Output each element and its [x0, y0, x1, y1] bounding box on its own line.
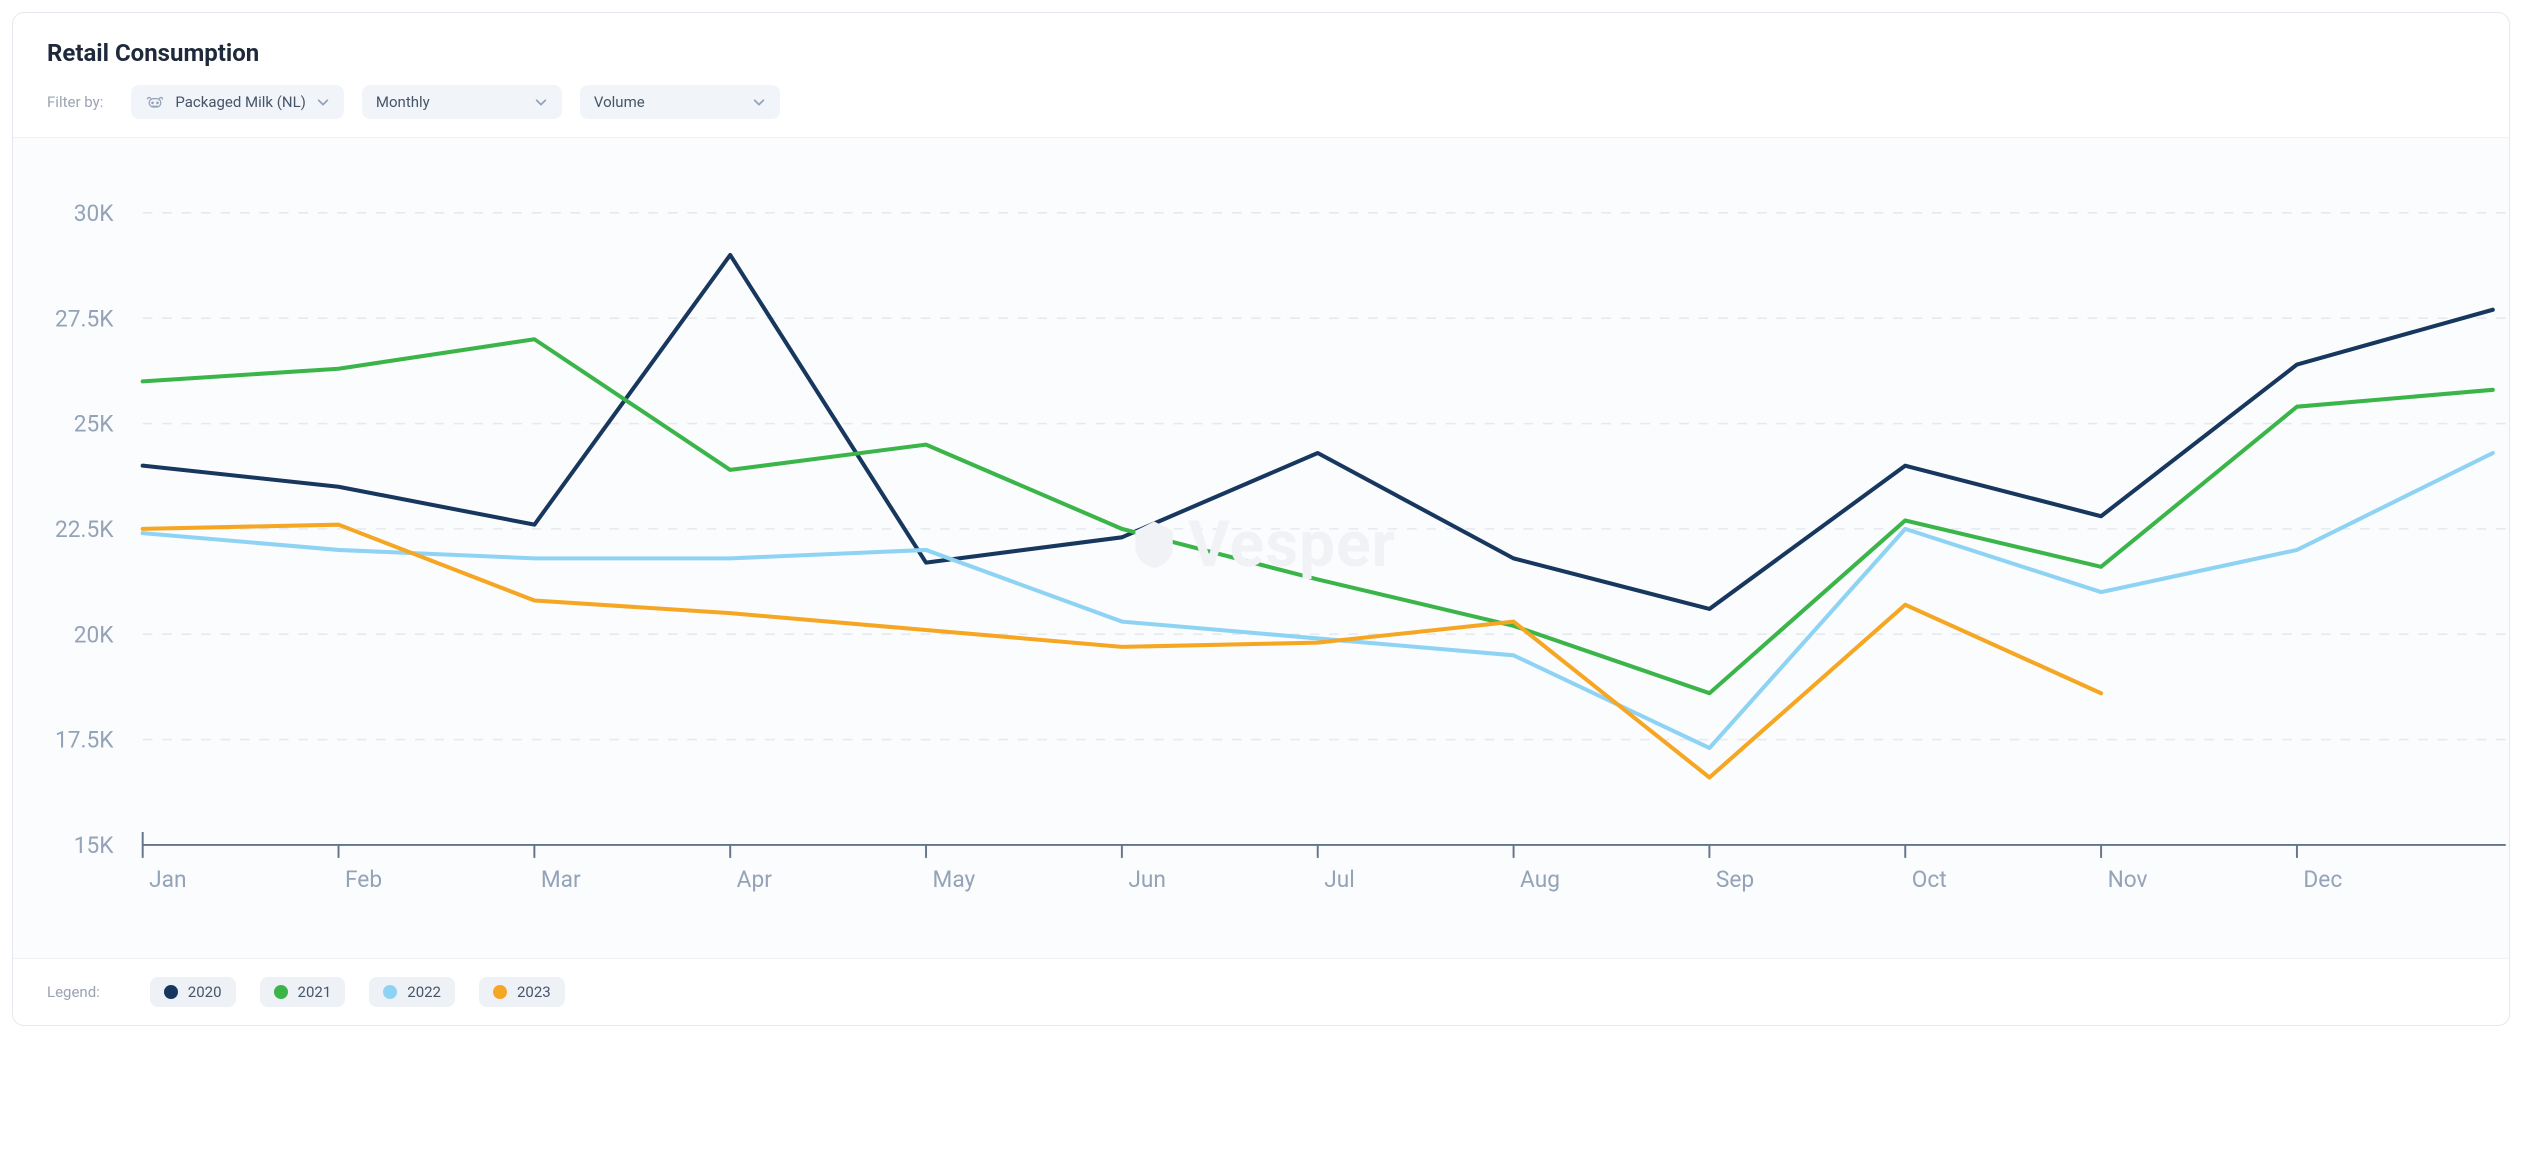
chevron-down-icon [752, 95, 766, 109]
legend-dot [493, 985, 507, 999]
legend-item-label: 2021 [298, 983, 332, 1001]
legend-row: Legend: 2020 2021 2022 2023 [13, 959, 2509, 1025]
svg-text:Mar: Mar [541, 866, 581, 893]
svg-text:27.5K: 27.5K [55, 305, 114, 332]
svg-text:Jun: Jun [1128, 866, 1166, 893]
svg-text:Sep: Sep [1716, 866, 1754, 893]
filter-by-label: Filter by: [47, 93, 103, 111]
frequency-select[interactable]: Monthly [362, 85, 562, 119]
svg-text:30K: 30K [74, 200, 115, 227]
frequency-select-value: Monthly [376, 93, 430, 111]
svg-text:May: May [933, 866, 976, 893]
legend-item-label: 2020 [188, 983, 222, 1001]
legend-items: 2020 2021 2022 2023 [150, 977, 565, 1007]
svg-text:22.5K: 22.5K [55, 516, 114, 543]
metric-select-value: Volume [594, 93, 645, 111]
line-chart: 15K 17.5K 20K 22.5K 25K 27.5K 30K Jan Feb Mar Apr M… [13, 148, 2509, 958]
svg-text:25K: 25K [74, 411, 115, 438]
legend-item-label: 2022 [407, 983, 441, 1001]
chart-area: Vesper 15K17.5K20K22.5K25K27.5K30KJanFeb… [13, 137, 2509, 959]
svg-text:Jan: Jan [149, 866, 186, 893]
legend-item-label: 2023 [517, 983, 551, 1001]
product-select-value: Packaged Milk (NL) [175, 93, 306, 111]
chart-card: Retail Consumption Filter by: Packaged [12, 12, 2510, 1026]
series-2022 [143, 453, 2493, 748]
card-header: Retail Consumption Filter by: Packaged [13, 13, 2509, 137]
svg-text:Jul: Jul [1324, 866, 1355, 893]
svg-text:15K: 15K [74, 832, 115, 859]
metric-select[interactable]: Volume [580, 85, 780, 119]
legend-item-2021[interactable]: 2021 [260, 977, 346, 1007]
legend-dot [383, 985, 397, 999]
legend-item-2022[interactable]: 2022 [369, 977, 455, 1007]
svg-text:Nov: Nov [2108, 866, 2148, 893]
legend-item-2023[interactable]: 2023 [479, 977, 565, 1007]
svg-text:Oct: Oct [1912, 866, 1947, 893]
svg-text:Dec: Dec [2303, 866, 2342, 893]
svg-text:Feb: Feb [345, 866, 382, 893]
card-title: Retail Consumption [47, 39, 2475, 67]
product-select[interactable]: Packaged Milk (NL) [131, 85, 344, 119]
svg-text:Apr: Apr [737, 866, 773, 893]
svg-text:20K: 20K [74, 621, 115, 648]
cow-icon [145, 95, 165, 109]
legend-label: Legend: [47, 983, 100, 1001]
filters-row: Filter by: Packaged Milk (NL) [47, 85, 2475, 119]
legend-item-2020[interactable]: 2020 [150, 977, 236, 1007]
svg-text:17.5K: 17.5K [55, 727, 114, 754]
legend-dot [274, 985, 288, 999]
chevron-down-icon [316, 95, 330, 109]
chevron-down-icon [534, 95, 548, 109]
legend-dot [164, 985, 178, 999]
svg-text:Aug: Aug [1520, 866, 1560, 893]
